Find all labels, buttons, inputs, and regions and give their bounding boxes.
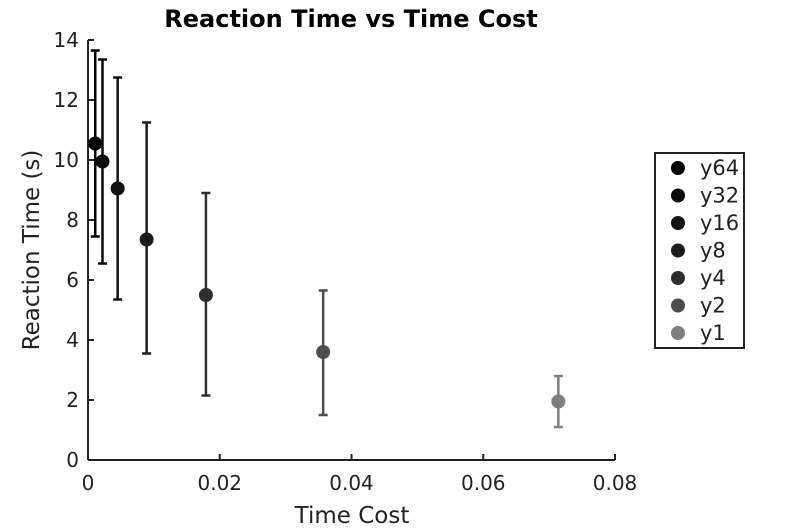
data-point bbox=[110, 181, 125, 196]
legend-entry: y1 bbox=[671, 321, 726, 345]
y-tick-label: 12 bbox=[54, 88, 79, 112]
legend-box bbox=[654, 152, 745, 349]
legend-label: y32 bbox=[700, 184, 739, 208]
x-tick-label: 0.02 bbox=[197, 471, 242, 495]
series-y16 bbox=[110, 76, 125, 301]
series-y64 bbox=[88, 49, 103, 238]
axes: 0 0.02 0.04 0.06 0.08 0 2 4 6 8 10 12 14 bbox=[54, 28, 638, 495]
legend-marker bbox=[671, 271, 685, 285]
legend-entry: y4 bbox=[671, 266, 726, 290]
legend-label: y8 bbox=[700, 239, 726, 263]
series-y4 bbox=[198, 191, 213, 397]
y-tick-label: 4 bbox=[66, 328, 79, 352]
legend-label: y4 bbox=[700, 266, 726, 290]
legend-marker bbox=[671, 216, 685, 230]
legend-label: y1 bbox=[700, 321, 726, 345]
legend-marker bbox=[671, 161, 685, 175]
data-marks bbox=[88, 49, 566, 429]
series-y2 bbox=[316, 289, 331, 417]
y-axis-label: Reaction Time (s) bbox=[19, 150, 45, 351]
legend-marker bbox=[671, 326, 685, 340]
chart-title: Reaction Time vs Time Cost bbox=[164, 5, 537, 33]
data-point bbox=[95, 154, 110, 169]
legend-label: y16 bbox=[700, 211, 739, 235]
x-tick-label: 0.04 bbox=[329, 471, 374, 495]
series-y32 bbox=[95, 58, 110, 265]
legend: y64 y32 y16 y8 y4 y2 y1 bbox=[654, 152, 745, 349]
legend-marker bbox=[671, 243, 685, 258]
y-tick-label: 14 bbox=[54, 28, 79, 52]
legend-marker bbox=[671, 298, 685, 313]
series-y1 bbox=[551, 374, 566, 429]
data-point bbox=[551, 394, 566, 409]
legend-marker bbox=[671, 188, 685, 203]
y-tick-label: 8 bbox=[66, 208, 79, 232]
x-tick-label: 0.08 bbox=[593, 471, 638, 495]
legend-label: y2 bbox=[700, 294, 726, 318]
data-point bbox=[88, 136, 103, 151]
data-point bbox=[316, 345, 331, 359]
legend-entry: y64 bbox=[671, 156, 739, 180]
legend-label: y64 bbox=[700, 156, 739, 180]
legend-entry: y2 bbox=[671, 294, 726, 318]
y-tick-label: 2 bbox=[66, 388, 79, 412]
y-tick-label: 10 bbox=[54, 148, 79, 172]
legend-entry: y16 bbox=[671, 211, 739, 235]
x-tick-label: 0 bbox=[82, 471, 95, 495]
y-tick-label: 0 bbox=[66, 448, 79, 472]
series-y8 bbox=[139, 121, 154, 355]
legend-entry: y8 bbox=[671, 239, 726, 263]
x-axis-label: Time Cost bbox=[294, 503, 410, 529]
x-tick-label: 0.06 bbox=[461, 471, 506, 495]
y-tick-label: 6 bbox=[66, 268, 79, 292]
legend-entry: y32 bbox=[671, 184, 739, 208]
data-point bbox=[198, 288, 213, 302]
data-point bbox=[139, 232, 154, 247]
